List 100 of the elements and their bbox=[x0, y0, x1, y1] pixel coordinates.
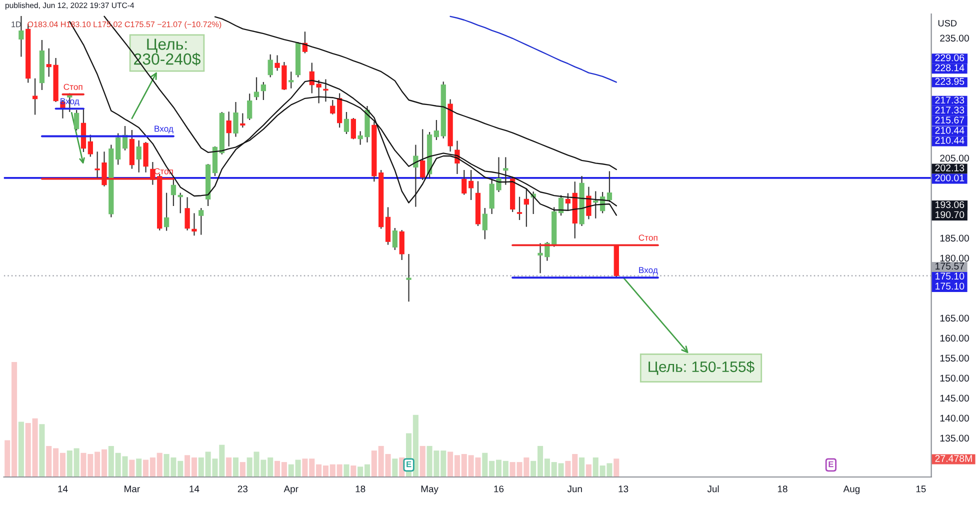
x-tick-label: 18 bbox=[356, 486, 366, 492]
candlestick bbox=[593, 190, 598, 219]
text: 229.06 bbox=[935, 54, 964, 62]
candlestick bbox=[565, 192, 571, 212]
x-tick-label: 18 bbox=[778, 486, 788, 492]
candlestick bbox=[503, 156, 508, 186]
annotation: Цель: 150-155$ bbox=[648, 360, 754, 375]
text: 215.67 bbox=[935, 116, 964, 124]
candlestick bbox=[558, 194, 564, 216]
annotation: E bbox=[406, 461, 412, 468]
candlestick bbox=[88, 134, 93, 158]
bar bbox=[350, 466, 356, 477]
bar bbox=[579, 457, 585, 477]
bar bbox=[344, 464, 350, 477]
text: 217.33 bbox=[935, 106, 964, 114]
text: 27.478M bbox=[935, 455, 972, 462]
text: 193.06 bbox=[936, 201, 964, 208]
text: 175.10 bbox=[936, 272, 964, 280]
y-axis-title: USD bbox=[938, 20, 957, 26]
candlestick bbox=[184, 196, 190, 231]
y-tick-label: 160.00 bbox=[940, 334, 969, 342]
text: 210.44 bbox=[935, 126, 964, 134]
candlestick bbox=[164, 192, 170, 232]
y-tick-label: 205.00 bbox=[940, 154, 969, 162]
candlestick bbox=[178, 192, 183, 214]
y-tick-label: 180.00 bbox=[940, 254, 969, 262]
x-tick-label: Jun bbox=[567, 486, 582, 492]
x-tick-label: 13 bbox=[618, 486, 628, 492]
candlestick bbox=[462, 169, 467, 196]
x-tick-label: Aug bbox=[843, 486, 860, 494]
x-tick-label: 14 bbox=[58, 486, 68, 492]
bar bbox=[392, 458, 398, 477]
candlestick bbox=[170, 177, 176, 207]
candlestick bbox=[350, 117, 356, 140]
bar bbox=[18, 422, 24, 477]
x-tick-label: May bbox=[421, 486, 438, 494]
series-label: Вход bbox=[639, 267, 658, 275]
candlestick bbox=[434, 119, 440, 141]
x-tick-label: 23 bbox=[238, 486, 248, 492]
series-label: Вход bbox=[154, 126, 174, 134]
candlestick bbox=[268, 54, 273, 78]
candlestick bbox=[586, 186, 592, 220]
candlestick bbox=[482, 207, 488, 240]
series-label: Стоп bbox=[638, 234, 658, 241]
candlestick bbox=[288, 71, 294, 89]
candlestick bbox=[399, 229, 404, 261]
y-tick-label: 135.00 bbox=[940, 434, 969, 442]
bar bbox=[420, 446, 426, 477]
text: 223.95 bbox=[935, 78, 964, 85]
bar bbox=[129, 460, 135, 477]
candlestick bbox=[247, 93, 252, 121]
bar bbox=[240, 462, 246, 477]
y-tick-label: 145.00 bbox=[940, 394, 969, 402]
text: 210.44 bbox=[935, 136, 964, 144]
candlestick bbox=[406, 253, 412, 302]
text: 202.13 bbox=[935, 164, 964, 172]
candlestick bbox=[143, 141, 148, 173]
bar bbox=[232, 457, 239, 477]
y-tick-label: 140.00 bbox=[940, 414, 969, 422]
y-tick-label: 155.00 bbox=[940, 354, 969, 362]
y-tick-label: 165.00 bbox=[940, 314, 969, 322]
candlestick bbox=[392, 227, 398, 251]
bar bbox=[39, 424, 45, 477]
x-tick-label: Jul bbox=[707, 485, 719, 492]
text: 175.10 bbox=[936, 282, 964, 290]
candlestick bbox=[32, 78, 38, 116]
x-tick-label: Mar bbox=[124, 486, 140, 492]
text: 190.70 bbox=[936, 211, 964, 218]
candlestick bbox=[606, 170, 612, 203]
candlestick bbox=[420, 128, 426, 181]
text: 228.14 bbox=[935, 64, 964, 72]
candlestick bbox=[254, 76, 260, 101]
series-label: Стоп bbox=[64, 84, 82, 90]
x-tick-label: 15 bbox=[916, 486, 926, 492]
candlestick bbox=[260, 81, 266, 101]
y-tick-label: 235.00 bbox=[940, 34, 969, 42]
candlestick bbox=[192, 212, 197, 236]
y-tick-label: 150.00 bbox=[940, 374, 969, 382]
ref-line-label: 200.01 bbox=[935, 174, 964, 182]
text: 217.33 bbox=[935, 96, 964, 104]
x-tick-label: 14 bbox=[190, 486, 200, 492]
line-series bbox=[450, 16, 617, 83]
candlestick bbox=[524, 188, 529, 228]
candlestick bbox=[240, 112, 246, 128]
candlestick bbox=[323, 78, 328, 102]
candlestick bbox=[74, 109, 80, 131]
candlestick bbox=[136, 140, 142, 173]
candlestick bbox=[344, 111, 350, 135]
bar bbox=[226, 457, 232, 477]
candlestick bbox=[468, 169, 474, 201]
ref-line-label: 175.57 bbox=[936, 262, 964, 270]
candlestick bbox=[226, 111, 232, 147]
candlestick bbox=[233, 101, 238, 138]
x-tick-label: 16 bbox=[494, 486, 504, 492]
bar bbox=[586, 464, 592, 477]
y-tick-label: 185.00 bbox=[940, 234, 969, 242]
annotation: E bbox=[828, 461, 834, 468]
x-tick-label: Apr bbox=[284, 486, 298, 494]
bar bbox=[136, 458, 142, 477]
candlestick bbox=[413, 144, 418, 208]
